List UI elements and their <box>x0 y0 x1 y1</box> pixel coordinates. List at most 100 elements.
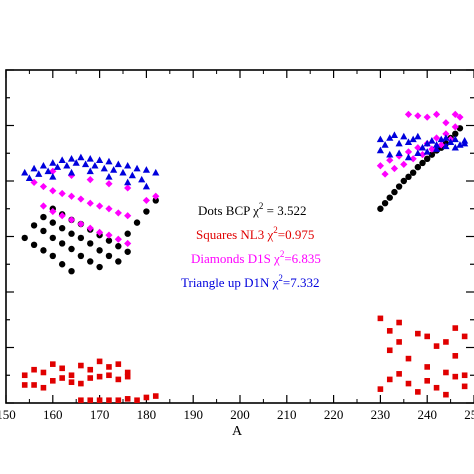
data-point-square <box>21 372 28 379</box>
data-point-diamond <box>442 119 450 127</box>
data-point-square <box>433 384 440 391</box>
data-point-triangle <box>124 178 132 186</box>
data-point-square <box>106 397 112 404</box>
data-point-dot <box>405 173 412 181</box>
data-point-diamond <box>105 180 113 188</box>
data-point-triangle <box>381 141 389 148</box>
data-point-diamond <box>386 156 394 164</box>
data-point-dot <box>124 248 131 255</box>
data-point-square <box>415 389 421 395</box>
data-point-dot <box>58 224 66 232</box>
data-point-triangle <box>400 132 408 140</box>
data-point-dot <box>77 252 85 260</box>
data-point-dot <box>58 240 66 247</box>
data-point-diamond <box>456 113 464 121</box>
data-point-square <box>78 362 84 369</box>
data-point-dot <box>40 213 47 221</box>
data-point-square <box>124 369 131 376</box>
data-point-triangle <box>96 156 104 163</box>
data-point-triangle <box>404 153 413 161</box>
data-point-diamond <box>77 195 85 203</box>
data-point-square <box>115 361 122 367</box>
data-point-triangle <box>39 161 48 169</box>
data-point-square <box>78 380 84 387</box>
data-point-triangle <box>49 173 57 180</box>
data-point-square <box>396 319 402 326</box>
data-point-diamond <box>96 202 104 210</box>
x-tick-label: 160 <box>43 407 63 422</box>
x-tick-label: 220 <box>324 407 344 422</box>
data-point-triangle <box>152 168 160 176</box>
data-point-square <box>424 333 430 340</box>
data-point-triangle <box>58 156 66 163</box>
data-point-dot <box>115 243 122 250</box>
data-point-triangle <box>447 138 455 145</box>
data-point-square <box>386 328 393 334</box>
data-point-square <box>87 366 94 373</box>
data-point-triangle <box>428 136 436 144</box>
data-point-diamond <box>414 112 422 120</box>
data-point-dot <box>68 230 75 237</box>
data-point-diamond <box>409 155 417 163</box>
data-point-square <box>78 397 84 404</box>
data-point-diamond <box>39 182 48 191</box>
x-tick-label: 190 <box>183 407 203 422</box>
data-point-square <box>405 380 412 387</box>
data-point-square <box>21 382 28 388</box>
data-point-diamond <box>414 144 422 152</box>
data-point-triangle <box>53 163 62 170</box>
data-point-square <box>152 393 159 399</box>
data-point-square <box>461 333 468 340</box>
data-point-triangle <box>110 166 118 173</box>
data-point-dot <box>68 245 75 253</box>
data-point-square <box>452 373 459 380</box>
data-point-triangle <box>142 166 150 173</box>
data-point-dot <box>143 208 150 215</box>
data-point-square <box>124 373 131 380</box>
data-point-triangle <box>91 161 99 169</box>
data-point-square <box>134 397 140 404</box>
data-point-square <box>106 364 112 370</box>
data-point-triangle <box>133 164 141 172</box>
data-point-triangle <box>461 139 469 147</box>
x-tick-label: 170 <box>90 407 110 422</box>
data-point-triangle <box>404 138 413 145</box>
data-point-dot <box>424 155 431 162</box>
data-point-triangle <box>44 167 52 175</box>
x-tick-label: 250 <box>464 407 474 422</box>
data-point-diamond <box>49 207 57 216</box>
data-point-dot <box>21 234 28 242</box>
data-point-diamond <box>39 202 48 210</box>
data-point-square <box>396 339 402 345</box>
data-point-dot <box>409 169 417 176</box>
data-point-diamond <box>404 148 413 156</box>
data-point-dot <box>40 227 47 235</box>
data-point-triangle <box>25 174 33 182</box>
data-point-triangle <box>386 150 394 158</box>
data-point-triangle <box>30 164 38 172</box>
data-point-diamond <box>58 212 66 220</box>
data-point-square <box>461 372 468 379</box>
data-point-square <box>443 339 449 345</box>
series-bcp <box>21 125 464 275</box>
data-point-triangle <box>395 149 403 157</box>
data-point-dot <box>30 241 38 249</box>
data-point-diamond <box>124 184 132 192</box>
data-point-triangle <box>114 160 122 168</box>
data-point-square <box>124 396 131 402</box>
data-point-square <box>106 372 112 379</box>
data-point-triangle <box>67 168 76 176</box>
data-point-dot <box>115 258 122 265</box>
data-point-triangle <box>390 131 399 139</box>
data-point-dot <box>58 261 66 268</box>
data-point-diamond <box>423 113 431 121</box>
data-point-square <box>87 375 94 381</box>
data-point-diamond <box>105 231 113 239</box>
data-point-square <box>443 391 449 398</box>
data-point-diamond <box>86 224 94 232</box>
data-point-square <box>96 373 103 380</box>
data-point-diamond <box>77 220 85 228</box>
legend-entry-square: Squares NL3 χ2=0.975 <box>196 225 314 242</box>
data-point-dot <box>96 247 103 254</box>
data-point-diamond <box>124 239 132 248</box>
